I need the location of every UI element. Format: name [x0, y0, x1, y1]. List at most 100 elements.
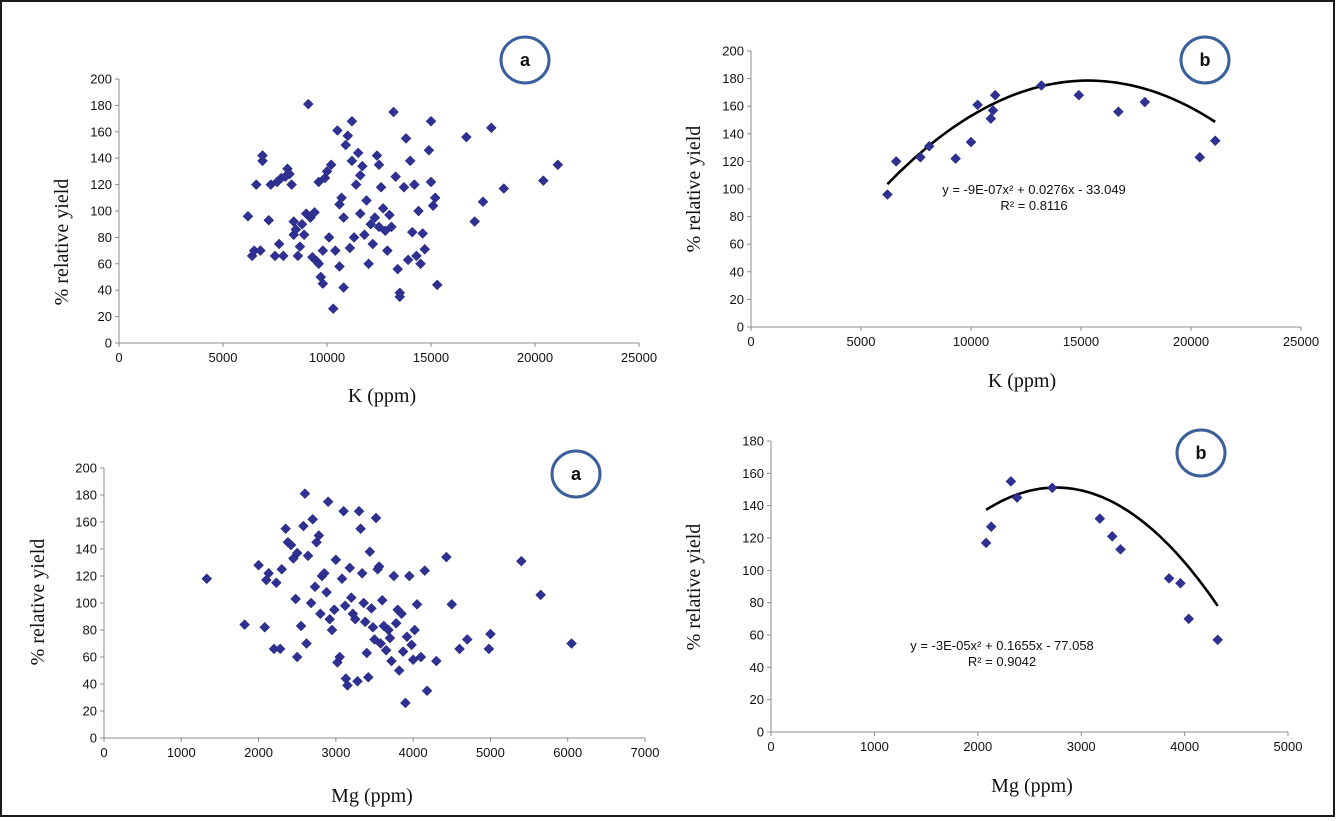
data-point — [406, 226, 418, 238]
panel-label: b — [1200, 50, 1211, 70]
data-point — [274, 643, 286, 655]
y-tick-label: 0 — [757, 725, 764, 740]
data-point — [315, 608, 326, 620]
data-point — [1183, 613, 1195, 625]
y-tick-label: 60 — [730, 237, 744, 252]
data-point — [1209, 135, 1221, 147]
data-point — [280, 523, 291, 535]
x-tick-label: 0 — [767, 739, 774, 754]
data-point — [1139, 96, 1151, 108]
x-tick-label: 6000 — [553, 745, 582, 760]
data-point — [255, 245, 266, 256]
data-point — [302, 550, 314, 562]
data-point — [404, 155, 416, 167]
data-point — [535, 589, 547, 601]
chart-mg-regression-b: 0 20 40 60 80 100 120 140 160 180 0 1000 2000 3000 400… — [683, 428, 1302, 797]
data-point — [397, 646, 409, 657]
data-point — [336, 192, 347, 204]
data-point — [298, 229, 310, 241]
data-point — [390, 171, 401, 183]
data-point — [388, 570, 400, 582]
data-point — [1036, 80, 1047, 91]
data-point — [301, 638, 312, 649]
x-tick-label: 0 — [115, 350, 122, 365]
data-point — [365, 218, 377, 230]
data-point — [411, 598, 423, 610]
data-point — [305, 597, 317, 609]
y-tick-label: 40 — [730, 264, 744, 279]
data-point — [972, 99, 983, 111]
x-tick-label: 2000 — [244, 745, 273, 760]
data-point — [373, 159, 385, 171]
data-point — [296, 218, 308, 230]
data-point — [344, 562, 356, 574]
data-point — [413, 205, 424, 217]
data-point — [393, 665, 405, 676]
data-point — [419, 565, 431, 576]
data-point — [359, 616, 371, 628]
data-point — [477, 196, 489, 208]
data-point — [322, 496, 334, 508]
data-point — [259, 621, 271, 633]
data-point — [1005, 476, 1017, 487]
y-tick-label: 80 — [98, 230, 112, 245]
data-point — [390, 617, 402, 629]
data-point — [344, 242, 356, 254]
data-point — [406, 639, 417, 651]
x-axis-title: Mg (ppm) — [991, 775, 1073, 797]
data-point — [325, 159, 337, 171]
data-point — [338, 282, 349, 293]
data-point — [1073, 89, 1085, 101]
y-tick-label: 80 — [750, 595, 764, 610]
data-point — [339, 600, 351, 612]
data-point — [381, 245, 393, 256]
data-point — [461, 131, 472, 143]
data-point — [537, 175, 549, 186]
data-point — [334, 651, 346, 663]
data-point — [384, 632, 396, 644]
data-point — [359, 229, 370, 241]
data-point — [250, 179, 262, 190]
data-point — [386, 655, 397, 667]
x-tick-label: 5000 — [847, 334, 876, 349]
panel-label: a — [520, 50, 531, 70]
y-tick-label: 20 — [750, 692, 764, 707]
data-point — [1106, 531, 1118, 542]
data-point — [321, 166, 333, 177]
data-point — [276, 563, 288, 575]
data-point — [392, 263, 404, 275]
data-point — [309, 206, 320, 218]
data-point — [566, 638, 577, 649]
data-point — [1163, 573, 1175, 584]
y-tick-label: 180 — [742, 434, 764, 449]
data-point — [201, 573, 213, 585]
data-point — [342, 130, 354, 142]
y-tick-label: 60 — [750, 628, 764, 643]
data-point — [361, 647, 373, 659]
data-point — [890, 156, 902, 167]
data-point — [291, 547, 303, 559]
y-tick-label: 200 — [90, 72, 112, 87]
y-tick-label: 20 — [98, 309, 112, 324]
data-point — [349, 613, 361, 625]
y-axis-title: % relative yield — [683, 524, 705, 651]
x-tick-label: 4000 — [1170, 739, 1199, 754]
x-tick-label: 20000 — [517, 350, 553, 365]
data-point — [882, 189, 893, 200]
x-tick-label: 4000 — [399, 745, 428, 760]
data-point — [396, 608, 407, 620]
y-tick-label: 120 — [75, 569, 97, 584]
data-point — [985, 113, 997, 124]
y-tick-label: 120 — [722, 154, 744, 169]
data-point — [284, 168, 295, 180]
data-point — [386, 221, 397, 233]
y-tick-label: 40 — [98, 283, 112, 298]
data-point — [369, 212, 381, 223]
y-tick-label: 80 — [83, 623, 97, 638]
data-point — [485, 122, 497, 134]
data-point — [273, 238, 285, 250]
data-point — [323, 232, 335, 243]
data-point — [270, 577, 282, 589]
data-point — [355, 523, 366, 535]
y-tick-label: 180 — [75, 488, 97, 503]
